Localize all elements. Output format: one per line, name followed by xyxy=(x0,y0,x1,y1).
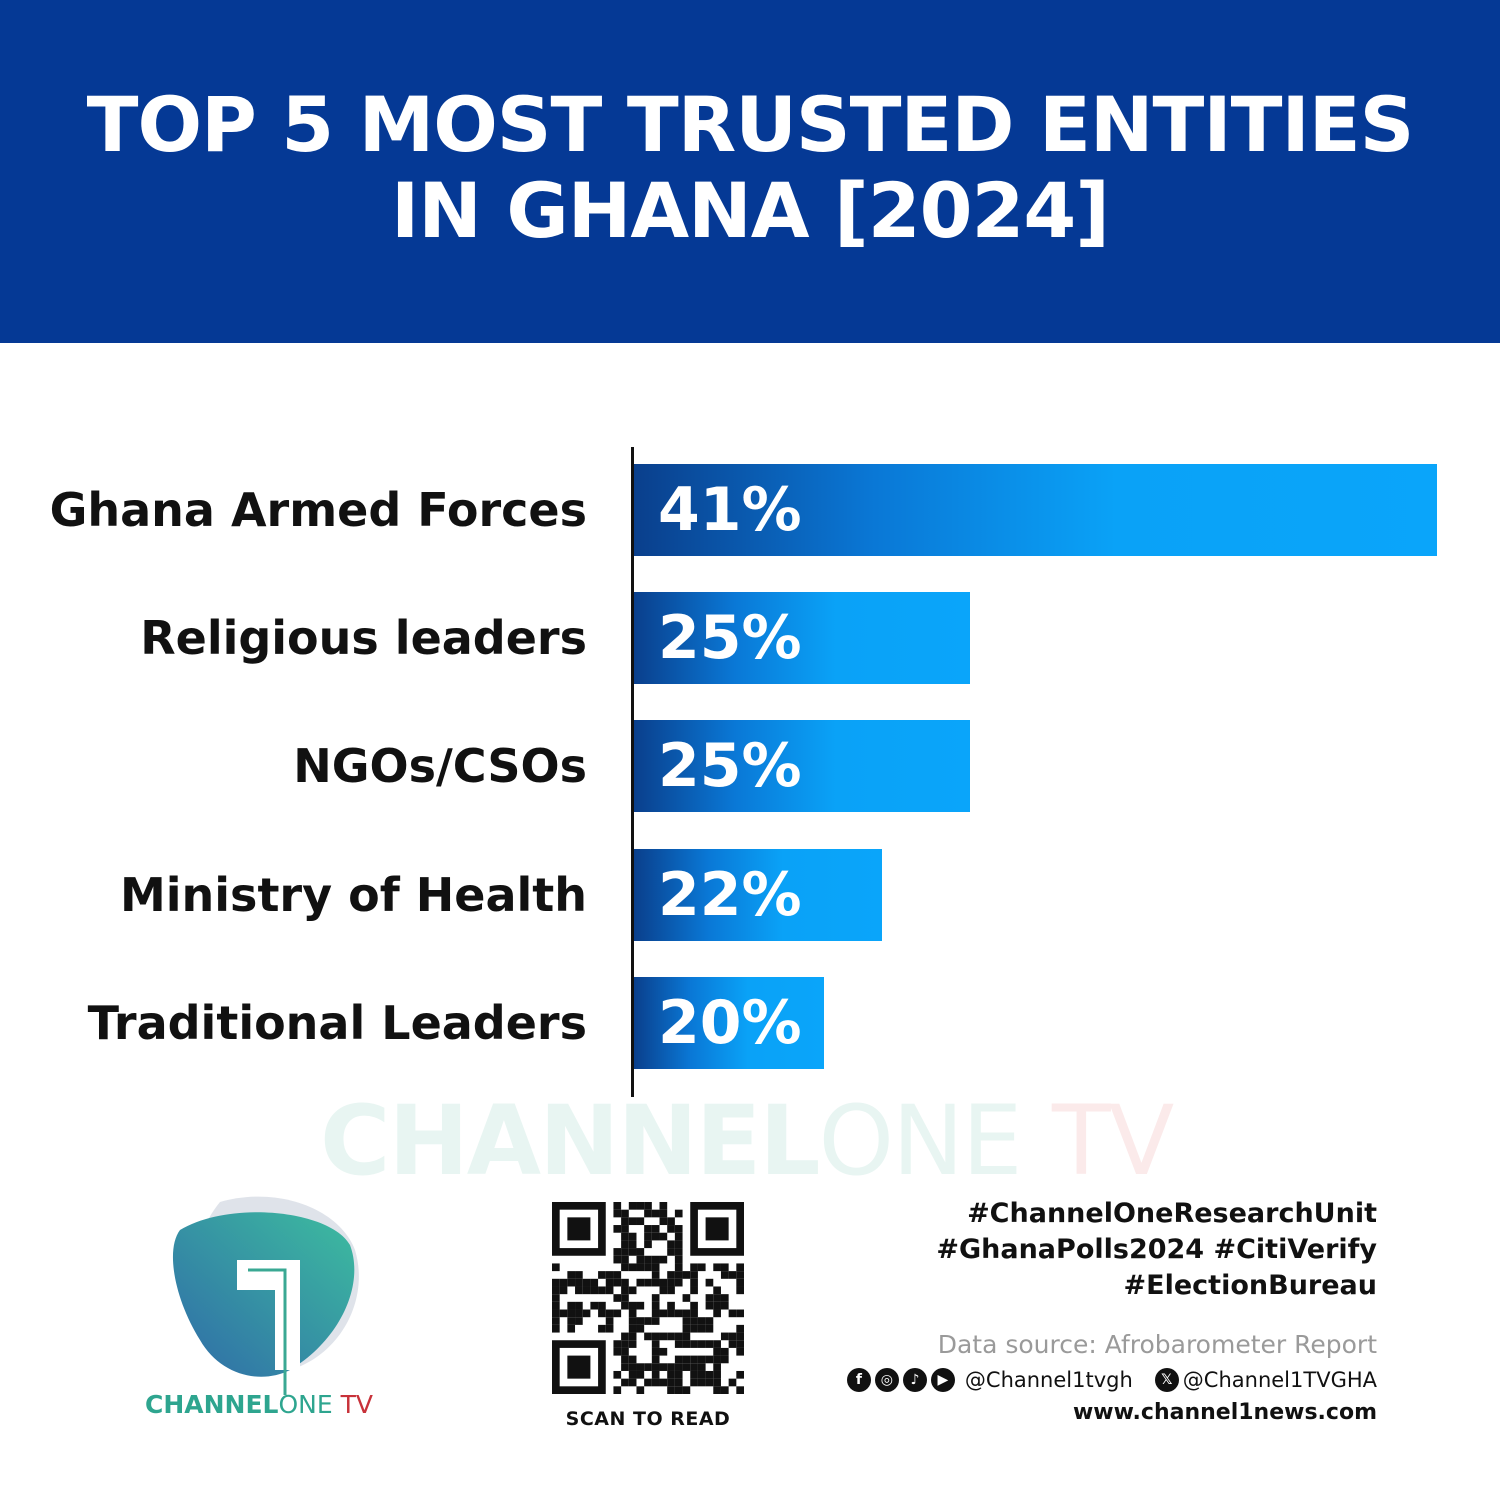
data-label: 41% xyxy=(658,475,802,545)
logo-tv: TV xyxy=(332,1390,373,1419)
header-banner: TOP 5 MOST TRUSTED ENTITIES IN GHANA [20… xyxy=(0,0,1500,343)
data-label: 22% xyxy=(658,860,802,930)
bar-1 xyxy=(634,592,970,684)
category-label: Ministry of Health xyxy=(120,868,587,922)
website-link[interactable]: www.channel1news.com xyxy=(1072,1400,1377,1425)
bar-4 xyxy=(634,977,824,1069)
hashtag-line-2: #GhanaPolls2024 #CitiVerify xyxy=(936,1234,1377,1265)
watermark-tv: TV xyxy=(1051,1085,1174,1197)
bar-2 xyxy=(634,720,970,812)
qr-code[interactable] xyxy=(552,1202,744,1394)
category-label: Religious leaders xyxy=(140,611,587,665)
data-label: 20% xyxy=(658,988,802,1058)
title-line-2: IN GHANA [2024] xyxy=(390,166,1110,255)
bar-3 xyxy=(634,849,883,941)
logo-mark-icon xyxy=(172,1196,359,1395)
tiktok-icon[interactable]: ♪ xyxy=(902,1368,927,1392)
category-label: Ghana Armed Forces xyxy=(49,483,587,537)
logo-one: ONE xyxy=(278,1390,333,1419)
scan-caption: SCAN TO READ xyxy=(565,1408,731,1430)
title-line-1: TOP 5 MOST TRUSTED ENTITIES xyxy=(86,80,1415,169)
category-label: NGOs/CSOs xyxy=(293,739,587,793)
instagram-icon[interactable]: ◎ xyxy=(874,1368,899,1392)
social-handles: f ◎ ♪ ▶ @Channel1tvgh 𝕏 @Channel1TVGHA xyxy=(846,1368,1377,1392)
facebook-icon[interactable]: f xyxy=(846,1368,871,1392)
watermark-channel: CHANNEL xyxy=(320,1085,821,1197)
data-label: 25% xyxy=(658,603,802,673)
logo-channel: CHANNEL xyxy=(145,1390,279,1419)
handle-social[interactable]: @Channel1tvgh xyxy=(964,1368,1133,1392)
youtube-icon[interactable]: ▶ xyxy=(930,1368,955,1392)
data-source: Data source: Afrobarometer Report xyxy=(937,1330,1377,1359)
x-icon[interactable]: 𝕏 xyxy=(1154,1368,1179,1392)
hashtag-line-1: #ChannelOneResearchUnit xyxy=(967,1198,1377,1229)
y-axis-line xyxy=(631,447,634,1097)
bar-0 xyxy=(634,464,1437,556)
page-title: TOP 5 MOST TRUSTED ENTITIES IN GHANA [20… xyxy=(0,82,1500,254)
watermark-one: ONE xyxy=(818,1085,1023,1197)
watermark: CHANNELONE TV xyxy=(320,1085,1174,1197)
logo-wordmark: CHANNELONE TV xyxy=(145,1390,373,1419)
handle-x[interactable]: @Channel1TVGHA xyxy=(1182,1368,1377,1392)
channel-one-logo: CHANNELONE TV xyxy=(140,1190,410,1424)
hashtag-line-3: #ElectionBureau xyxy=(1123,1270,1377,1301)
category-label: Traditional Leaders xyxy=(87,996,587,1050)
data-label: 25% xyxy=(658,731,802,801)
